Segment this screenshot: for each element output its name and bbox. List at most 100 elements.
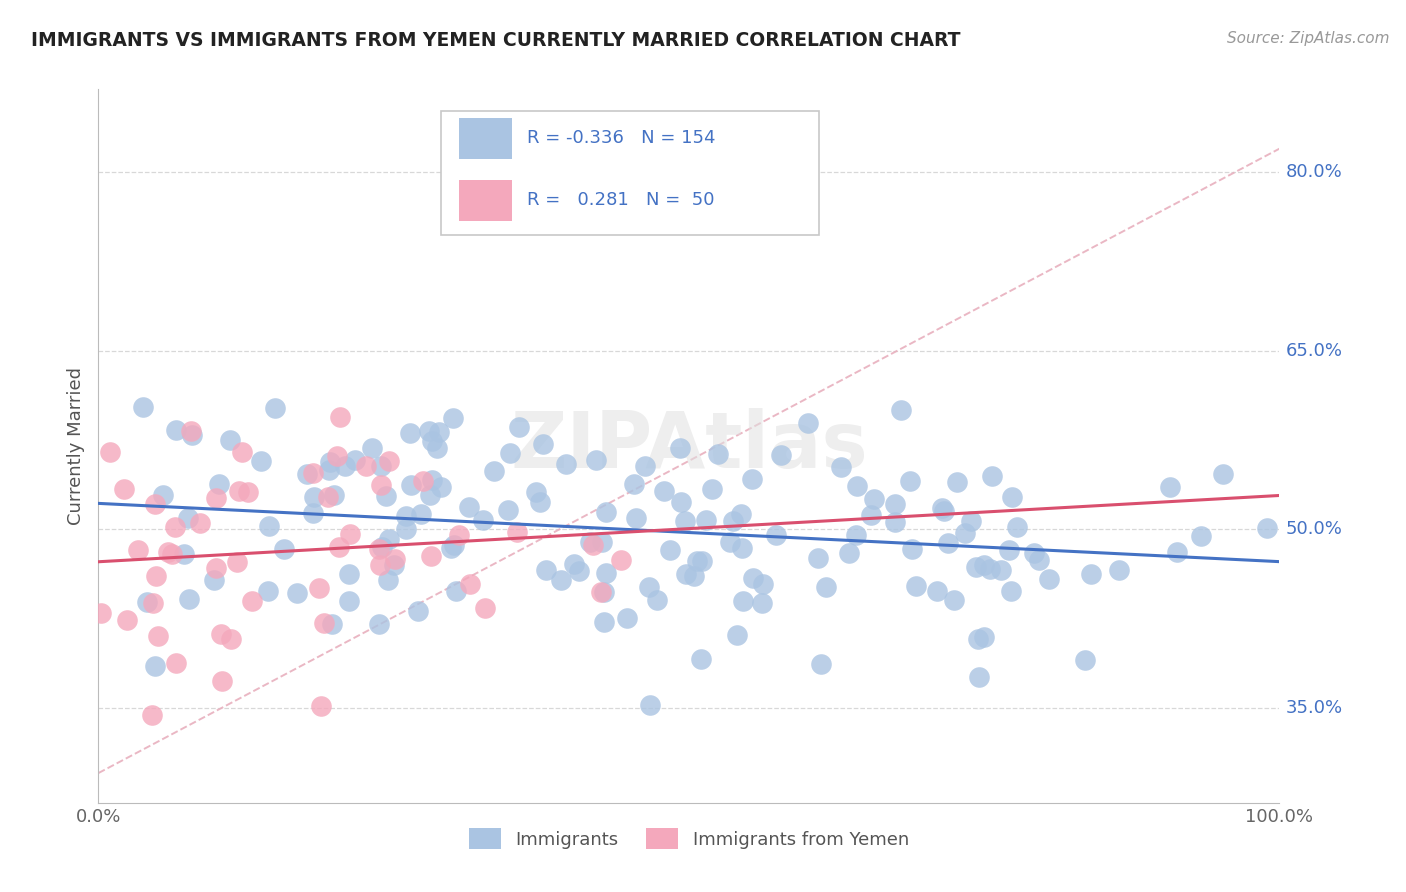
Point xyxy=(721,515,744,529)
Point xyxy=(654,484,676,499)
Point xyxy=(115,613,138,627)
Point xyxy=(673,514,696,528)
Point xyxy=(904,579,927,593)
Point xyxy=(1038,572,1060,586)
Point xyxy=(326,449,349,463)
Point xyxy=(550,573,572,587)
Point xyxy=(936,535,959,549)
Point xyxy=(302,506,325,520)
Point xyxy=(399,478,422,492)
Text: 65.0%: 65.0% xyxy=(1285,342,1343,359)
Point xyxy=(731,594,754,608)
Point xyxy=(751,577,773,591)
Point xyxy=(312,615,335,630)
Point xyxy=(555,457,578,471)
Point xyxy=(394,508,416,523)
Point xyxy=(981,468,1004,483)
Point xyxy=(884,497,907,511)
Point xyxy=(568,564,591,578)
Point xyxy=(943,592,966,607)
Point xyxy=(671,494,693,508)
Text: Source: ZipAtlas.com: Source: ZipAtlas.com xyxy=(1226,31,1389,46)
Point xyxy=(209,627,232,641)
Point xyxy=(593,615,616,630)
Point xyxy=(846,479,869,493)
Point xyxy=(145,569,167,583)
Point xyxy=(591,534,613,549)
Point xyxy=(838,546,860,560)
Point xyxy=(165,519,187,533)
Point xyxy=(207,477,229,491)
Point xyxy=(720,535,742,549)
Point xyxy=(204,491,226,505)
FancyBboxPatch shape xyxy=(458,180,512,221)
Point xyxy=(529,495,551,509)
Point xyxy=(508,420,530,434)
Point xyxy=(531,436,554,450)
Point xyxy=(316,490,339,504)
Text: R =   0.281   N =  50: R = 0.281 N = 50 xyxy=(527,191,714,209)
Point xyxy=(152,488,174,502)
Point xyxy=(377,573,399,587)
Point xyxy=(142,596,165,610)
Point xyxy=(637,581,659,595)
Point xyxy=(370,459,392,474)
Point xyxy=(845,528,868,542)
Point xyxy=(690,553,713,567)
Point xyxy=(731,541,754,556)
Point xyxy=(973,631,995,645)
Point xyxy=(202,573,225,587)
Point xyxy=(333,458,356,473)
Point xyxy=(304,491,326,505)
Point xyxy=(377,532,399,546)
Point xyxy=(686,554,709,568)
Point xyxy=(668,441,690,455)
Point xyxy=(645,592,668,607)
Point xyxy=(177,510,200,524)
Point xyxy=(1001,490,1024,504)
Point xyxy=(946,475,969,489)
Point xyxy=(730,507,752,521)
Point xyxy=(301,466,323,480)
Point xyxy=(344,452,367,467)
Point xyxy=(592,585,614,599)
Point xyxy=(226,555,249,569)
Point xyxy=(90,606,112,620)
Point xyxy=(441,410,464,425)
Point xyxy=(219,434,242,448)
Point xyxy=(623,477,645,491)
Point xyxy=(1256,521,1278,535)
Point xyxy=(624,511,647,525)
Point xyxy=(458,500,481,515)
Point xyxy=(1189,529,1212,543)
Point xyxy=(132,400,155,414)
Point xyxy=(236,484,259,499)
Point xyxy=(141,708,163,723)
Point xyxy=(412,474,434,488)
Point xyxy=(860,508,883,523)
Point xyxy=(177,591,200,606)
Point xyxy=(204,561,226,575)
Point xyxy=(231,444,253,458)
Text: 80.0%: 80.0% xyxy=(1285,163,1343,181)
Point xyxy=(1212,467,1234,481)
Point xyxy=(973,558,995,572)
Point xyxy=(1000,583,1022,598)
Point xyxy=(257,519,280,533)
Point xyxy=(769,449,792,463)
Point xyxy=(683,569,706,583)
Point xyxy=(295,467,318,481)
Point xyxy=(356,459,378,474)
Point xyxy=(382,558,405,572)
Point xyxy=(321,617,343,632)
Point xyxy=(322,488,344,502)
Point xyxy=(524,484,547,499)
Point xyxy=(420,473,443,487)
Point xyxy=(427,425,450,439)
FancyBboxPatch shape xyxy=(441,111,818,235)
Point xyxy=(634,459,657,474)
Point xyxy=(536,563,558,577)
Point xyxy=(273,542,295,557)
Point xyxy=(900,542,922,557)
Point xyxy=(498,503,520,517)
